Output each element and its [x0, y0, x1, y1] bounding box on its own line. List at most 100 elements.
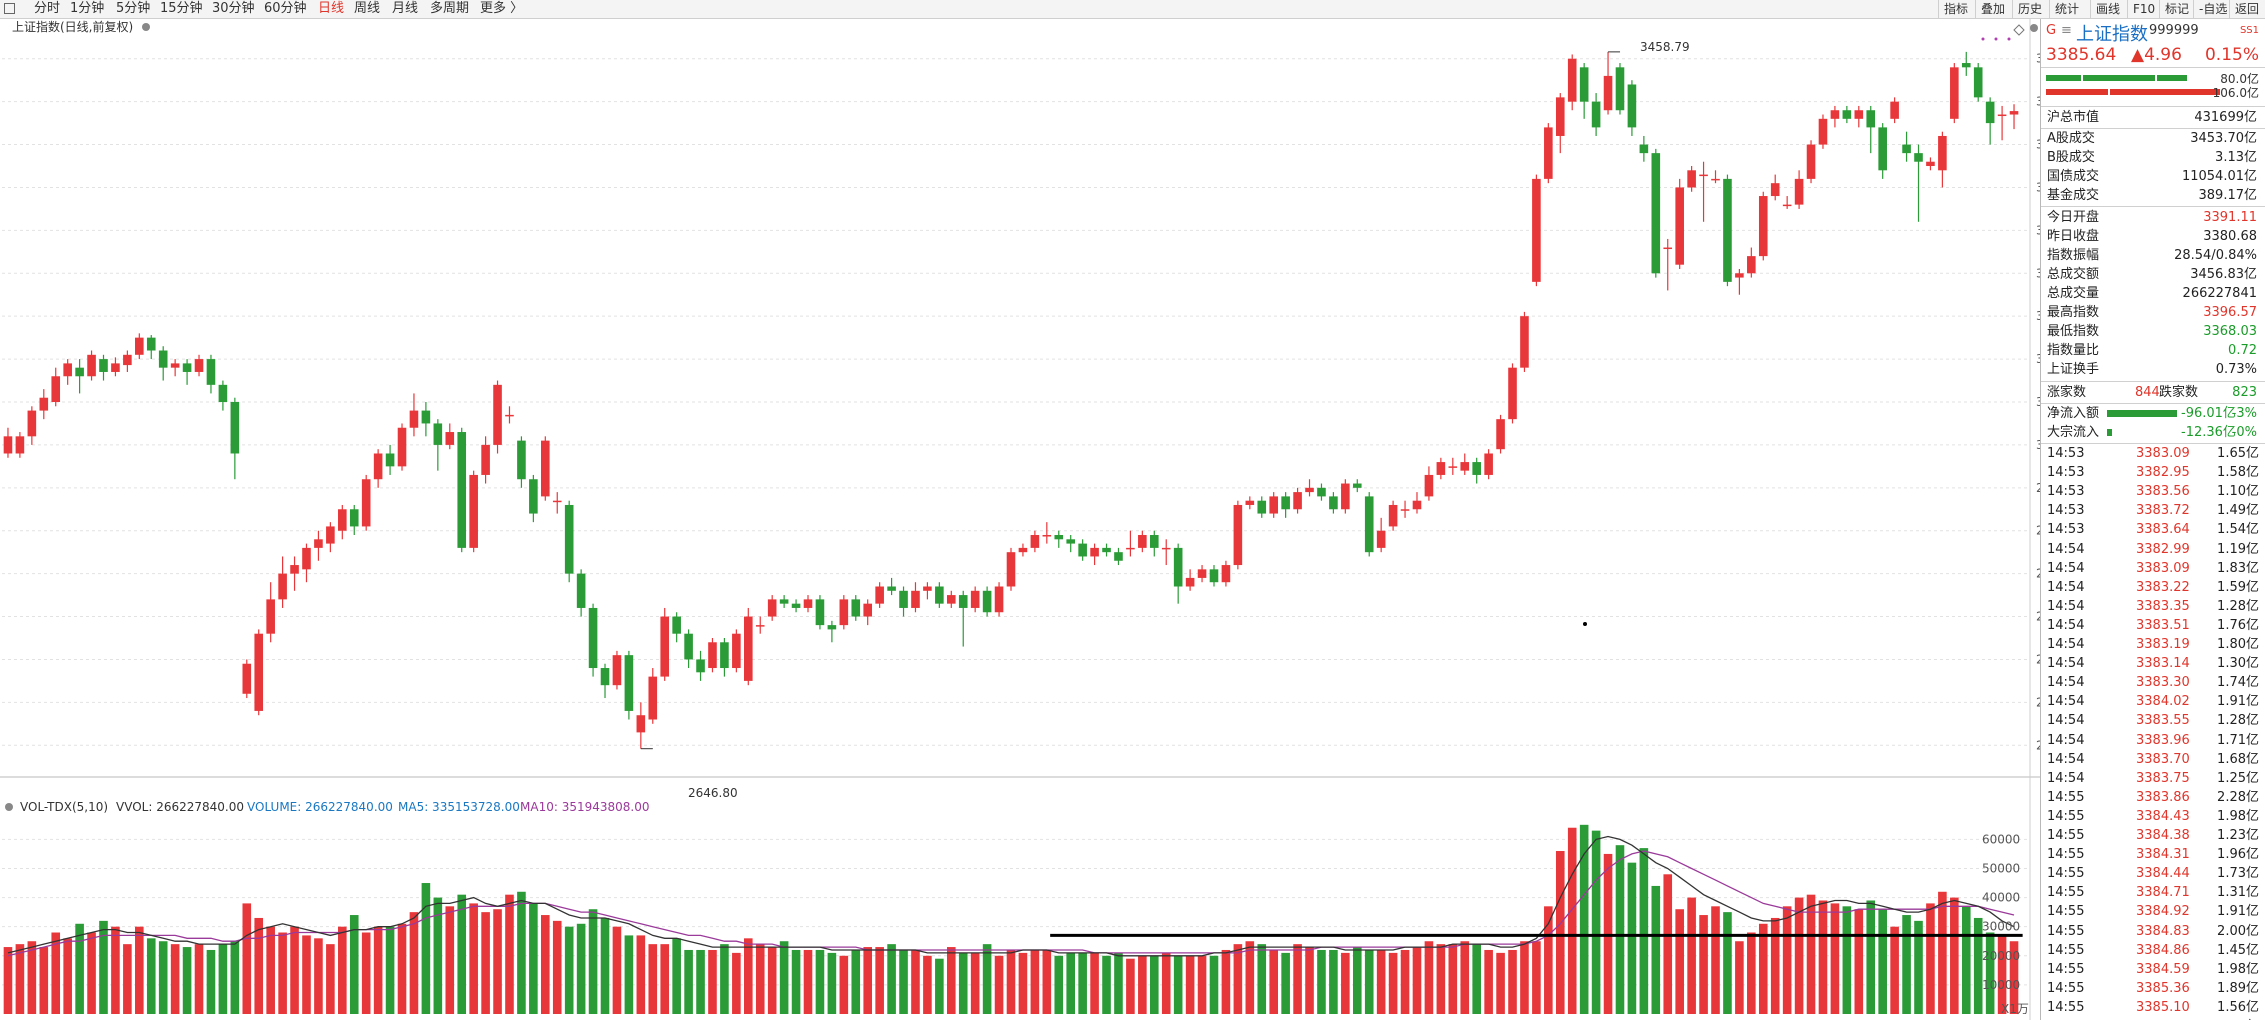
tick-row: 14:53 3383.72 1.49亿	[2041, 501, 2265, 520]
volume-bar	[923, 955, 932, 1014]
candle-body	[744, 616, 753, 681]
volume-bar	[361, 932, 371, 1014]
toolbar-history-button[interactable]: 历史	[2012, 0, 2047, 18]
index-name: 上证指数	[2076, 24, 2148, 45]
volume-bar	[1758, 923, 1768, 1014]
volume-bar	[493, 909, 502, 1014]
price-tick-label: 3300	[2036, 180, 2040, 194]
period-30min[interactable]: 30分钟	[212, 1, 255, 16]
diamond-icon[interactable]	[2013, 24, 2025, 36]
period-weekly[interactable]: 周线	[354, 1, 381, 16]
volume-settings-icon[interactable]	[5, 803, 13, 811]
period-fenshi[interactable]: 分时	[34, 1, 61, 16]
tick-row: 14:53 3383.56 1.10亿	[2041, 482, 2265, 501]
candle-body	[1400, 509, 1410, 511]
volume-tick-label: 60000	[1982, 832, 2020, 846]
candle-body	[1842, 110, 1852, 119]
candle-body	[1532, 178, 1541, 282]
volume-bar	[146, 938, 156, 1014]
volume-bar	[1687, 897, 1696, 1014]
volume-bar	[588, 909, 598, 1014]
volume-bar	[576, 923, 586, 1014]
tick-price: 3383.22	[2136, 579, 2190, 595]
toolbar-mark-button[interactable]: 标记	[2159, 0, 2194, 18]
period-1min[interactable]: 1分钟	[70, 1, 105, 16]
chart-options-icon[interactable]	[2030, 24, 2038, 32]
quote-panel: G ≡ 上证指数 999999 SS1 3385.64 ▲4.96 0.15% …	[2041, 19, 2265, 1020]
tick-volume: 1.25亿	[2217, 770, 2259, 786]
period-15min[interactable]: 15分钟	[160, 1, 203, 16]
tick-row: 14:54 3383.30 1.74亿	[2041, 673, 2265, 692]
kline-chart-area[interactable]: 3450 3400 3350 3300 3250 3200 3150 3100 3050 3000…	[0, 19, 2040, 1020]
kline-chart-svg[interactable]: 3450 3400 3350 3300 3250 3200 3150 3100 3050 3000…	[0, 19, 2040, 1020]
turnover-row: A股成交 3453.70亿	[2047, 131, 2257, 146]
toolbar-overlay-button[interactable]: 叠加	[1975, 0, 2010, 18]
menu-icon[interactable]: ≡	[2061, 23, 2072, 38]
period-multi[interactable]: 多周期	[430, 1, 470, 16]
toolbar-indicator-button[interactable]: 指标	[1938, 0, 1973, 18]
price-tick-label: 2750	[2036, 652, 2040, 666]
candle-body	[1054, 535, 1064, 540]
candle-body	[182, 363, 192, 372]
tick-volume: 1.28亿	[2217, 598, 2259, 614]
vol-indicator-name: VOL-TDX(5,10)	[20, 800, 108, 814]
period-5min[interactable]: 5分钟	[116, 1, 151, 16]
volume-bar	[314, 938, 323, 1014]
ma5-line	[7, 835, 2015, 957]
candle-body	[1233, 504, 1243, 566]
candle-body	[648, 676, 658, 720]
candle-body	[839, 599, 849, 626]
tick-row: 14:54 3383.70 1.68亿	[2041, 750, 2265, 769]
candle-body	[612, 655, 622, 686]
volume-bar	[1257, 944, 1267, 1014]
toolbar-back-button[interactable]: 返回	[2229, 0, 2264, 18]
tick-price: 3383.09	[2136, 560, 2190, 576]
candle-body	[433, 423, 443, 445]
toolbar-f10-button[interactable]: F10	[2127, 0, 2160, 18]
window-icon[interactable]	[4, 3, 15, 14]
tick-price: 3382.99	[2136, 541, 2190, 557]
volume-bar	[1090, 952, 1099, 1014]
market-cap-label: 沪总市值	[2047, 110, 2100, 125]
tick-volume: 1.54亿	[2217, 522, 2259, 538]
candle-body	[1687, 170, 1696, 188]
tick-row: 14:53 3383.09 1.65亿	[2041, 444, 2265, 463]
volume-bar	[1651, 885, 1661, 1014]
candle-body	[1544, 127, 1553, 179]
tick-time: 14:53	[2047, 446, 2085, 461]
chart-corner-icons[interactable]	[2013, 24, 2038, 36]
candle-body	[851, 599, 861, 617]
volume-bar	[1448, 944, 1458, 1014]
candle-body	[684, 633, 693, 660]
volume-tick-label: 50000	[1982, 861, 2020, 875]
candle-body	[505, 414, 514, 417]
period-daily[interactable]: 日线	[318, 1, 345, 16]
toolbar-stats-button[interactable]: 统计	[2049, 0, 2084, 18]
toolbar-watchlist-button[interactable]: -自选	[2193, 0, 2232, 18]
tick-volume: 1.98亿	[2217, 808, 2259, 824]
volume-bar	[1233, 944, 1243, 1014]
candle-body	[1973, 67, 1983, 98]
period-60min[interactable]: 60分钟	[264, 1, 307, 16]
volume-bar	[373, 926, 383, 1014]
tick-price: 3383.75	[2136, 770, 2190, 786]
candle-body	[1090, 547, 1099, 557]
toolbar-draw-button[interactable]: 画线	[2090, 0, 2125, 18]
candle-body	[338, 509, 347, 531]
period-more[interactable]: 更多 〉	[480, 1, 524, 16]
chart-settings-icon[interactable]	[142, 23, 150, 31]
price-change: ▲4.96	[2131, 45, 2182, 65]
volume-bar	[600, 917, 610, 1014]
period-monthly[interactable]: 月线	[392, 1, 419, 16]
tick-time: 14:55	[2047, 847, 2085, 863]
volume-bar	[1376, 949, 1386, 1014]
candle-body	[266, 599, 275, 634]
tick-volume: 1.96亿	[2217, 847, 2259, 863]
volume-bar	[158, 941, 168, 1014]
tick-row: 14:55 3384.59 1.98亿	[2041, 960, 2265, 979]
volume-bar	[1555, 851, 1565, 1014]
candle-body	[1114, 552, 1123, 561]
dots-marker	[1583, 37, 2011, 626]
volume-bar	[278, 932, 287, 1014]
candle-body	[230, 402, 240, 454]
